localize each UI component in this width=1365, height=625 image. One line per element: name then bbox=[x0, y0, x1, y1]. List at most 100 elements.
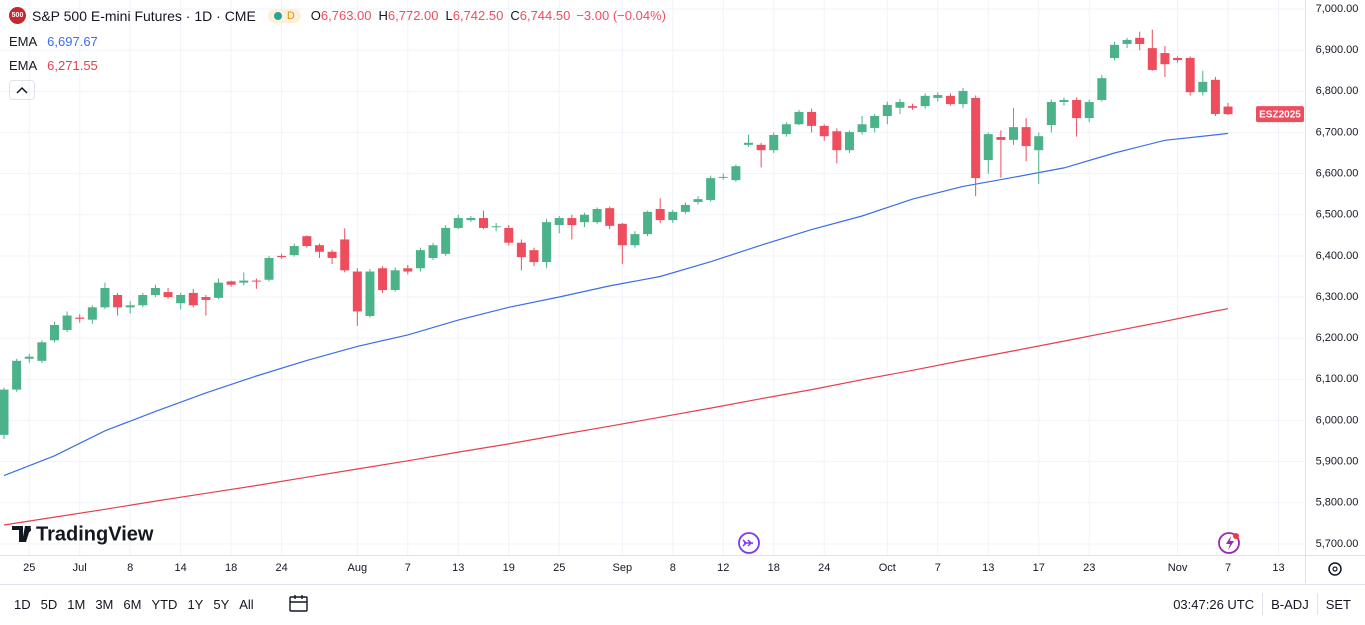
market-status[interactable]: D bbox=[267, 8, 301, 23]
separator bbox=[1316, 593, 1318, 615]
ohlc-item: H6,772.00 bbox=[379, 8, 439, 23]
range-button[interactable]: 5Y bbox=[213, 596, 230, 612]
candle-body bbox=[1210, 79, 1220, 114]
candle-body bbox=[529, 250, 539, 263]
candle-body bbox=[769, 134, 779, 151]
ema-name: EMA bbox=[9, 34, 38, 49]
candle-body bbox=[188, 292, 198, 306]
candle-body bbox=[1173, 58, 1183, 61]
candle-body bbox=[1147, 48, 1157, 70]
y-tick-label: 6,800.00 bbox=[1316, 85, 1359, 97]
candle-body bbox=[1198, 81, 1208, 93]
candle-body bbox=[655, 208, 665, 221]
ohlc-item: O6,763.00 bbox=[311, 8, 372, 23]
range-buttons: 1D 5D 1M 3M 6M YTD 1Y 5Y All bbox=[9, 585, 259, 623]
y-tick-label: 6,200.00 bbox=[1316, 332, 1359, 344]
candle-body bbox=[251, 280, 261, 282]
candle-body bbox=[1185, 58, 1195, 93]
range-button[interactable]: 1M bbox=[67, 596, 86, 612]
range-button[interactable]: All bbox=[239, 596, 254, 612]
symbol-badge: 500 bbox=[9, 7, 26, 24]
x-tick-label: 24 bbox=[275, 562, 287, 574]
x-tick-label: 24 bbox=[818, 562, 830, 574]
date-range-button[interactable] bbox=[288, 594, 310, 614]
x-tick-label: 8 bbox=[127, 562, 133, 574]
candle-body bbox=[1046, 102, 1056, 126]
logo-dot bbox=[25, 526, 32, 533]
candle-body bbox=[844, 132, 854, 151]
candle-body bbox=[403, 268, 413, 272]
candle-body bbox=[504, 227, 514, 243]
candle-body bbox=[592, 208, 602, 223]
candle-body bbox=[1009, 127, 1019, 140]
candle-body bbox=[0, 389, 9, 435]
session-toggle[interactable]: SET bbox=[1325, 596, 1351, 612]
symbol-title[interactable]: S&P 500 E-mini Futures · 1D · CME bbox=[32, 7, 256, 24]
candle-body bbox=[643, 211, 653, 235]
gear-hub bbox=[1332, 566, 1338, 572]
candle-body bbox=[1223, 106, 1233, 115]
x-tick-label: Aug bbox=[348, 562, 368, 574]
candle-body bbox=[908, 106, 918, 108]
candle-body bbox=[756, 144, 766, 151]
candle-body bbox=[895, 102, 905, 108]
range-button[interactable]: 1Y bbox=[187, 596, 204, 612]
range-button[interactable]: 5D bbox=[40, 596, 58, 612]
candle-body bbox=[668, 211, 678, 221]
candle-body bbox=[680, 204, 690, 212]
candle-body bbox=[150, 287, 160, 295]
y-tick-label: 5,800.00 bbox=[1316, 497, 1359, 509]
clock[interactable]: 03:47:26 UTC bbox=[1173, 596, 1255, 612]
candle-body bbox=[1109, 44, 1119, 59]
candle-body bbox=[807, 111, 817, 126]
candle-body bbox=[327, 251, 337, 258]
candle-body bbox=[1072, 99, 1082, 119]
candle-body bbox=[12, 360, 22, 390]
plot-area bbox=[0, 29, 1233, 526]
candle-body bbox=[1034, 136, 1044, 151]
candle-body bbox=[24, 356, 34, 359]
candle-body bbox=[579, 214, 589, 223]
candle-body bbox=[1084, 102, 1094, 119]
earnings-icon[interactable] bbox=[1218, 532, 1240, 554]
candle-body bbox=[781, 124, 791, 135]
settings-icon[interactable] bbox=[1328, 562, 1342, 576]
adjustment-toggle[interactable]: B-ADJ bbox=[1271, 596, 1309, 612]
range-button[interactable]: 1D bbox=[14, 596, 31, 612]
candle-body bbox=[239, 280, 249, 283]
bottom-toolbar: 1D 5D 1M 3M 6M YTD 1Y 5Y All 03:47:26 UTC B-ADJ … bbox=[0, 584, 1365, 625]
candle-body bbox=[163, 292, 173, 298]
range-button[interactable]: 3M bbox=[95, 596, 114, 612]
gear[interactable] bbox=[1328, 562, 1342, 576]
collapse-legend-button[interactable] bbox=[9, 80, 35, 100]
earnings-dot bbox=[1233, 533, 1239, 539]
candle-body bbox=[794, 111, 804, 125]
separator bbox=[1262, 593, 1264, 615]
candle-body bbox=[958, 90, 968, 105]
status-dot bbox=[273, 11, 282, 20]
ohlc-value: 6,744.50 bbox=[519, 8, 571, 23]
candle-body bbox=[226, 281, 236, 285]
x-tick-label: 12 bbox=[717, 562, 729, 574]
ohlc-values: O6,763.00 H6,772.00 L6,742.50 C6,744.50 bbox=[311, 8, 571, 23]
x-tick-label: 17 bbox=[1033, 562, 1045, 574]
x-tick-label: 19 bbox=[503, 562, 515, 574]
candle-body bbox=[945, 95, 955, 105]
watermark-logo: TradingView bbox=[12, 523, 154, 545]
price-tag bbox=[1256, 106, 1304, 123]
range-button[interactable]: YTD bbox=[151, 596, 178, 612]
candle-body bbox=[390, 270, 400, 291]
range-button[interactable]: 6M bbox=[123, 596, 142, 612]
x-tick-label: Jul bbox=[73, 562, 87, 574]
ohlc-item: C6,744.50 bbox=[510, 8, 570, 23]
candle-body bbox=[113, 294, 123, 308]
candle-body bbox=[365, 271, 375, 316]
ohlc-key: C bbox=[510, 8, 520, 23]
ohlc-value: 6,742.50 bbox=[452, 8, 504, 23]
earnings-bolt bbox=[1226, 536, 1234, 550]
event-icon[interactable] bbox=[738, 532, 760, 554]
y-tick-label: 6,600.00 bbox=[1316, 168, 1359, 180]
candle-body bbox=[554, 218, 564, 226]
candle-body bbox=[441, 227, 451, 254]
y-tick-label: 6,400.00 bbox=[1316, 250, 1359, 262]
